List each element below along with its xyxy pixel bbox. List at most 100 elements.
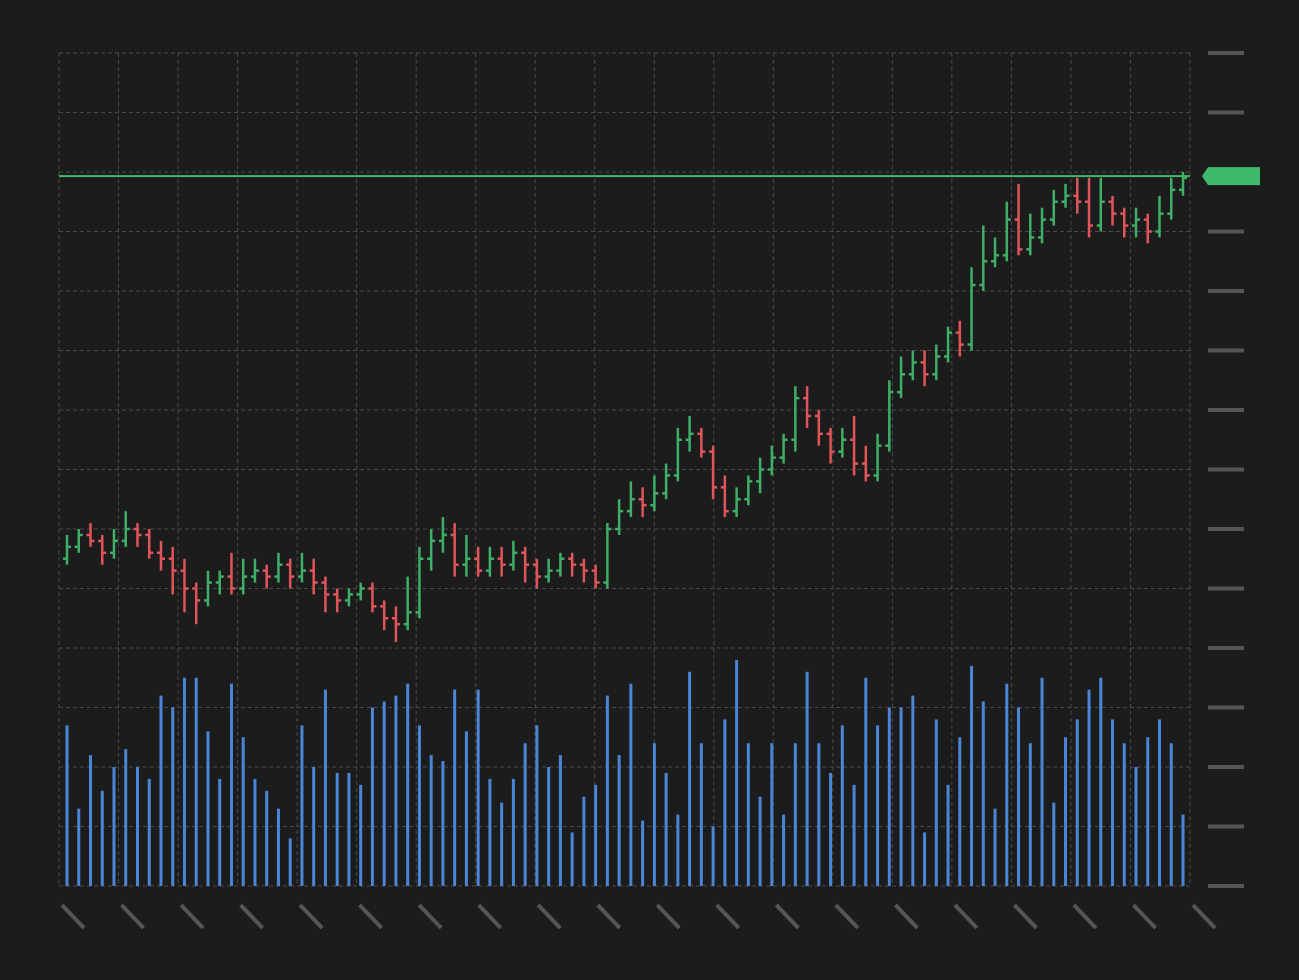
volume-bar — [641, 820, 645, 886]
volume-bar — [946, 784, 950, 886]
volume-bar — [582, 796, 586, 886]
volume-bar — [817, 743, 821, 886]
volume-bar — [1052, 802, 1056, 886]
volume-bar — [1158, 719, 1162, 886]
volume-bar — [970, 665, 974, 886]
volume-bar — [793, 743, 797, 886]
x-tick — [239, 903, 265, 930]
volume-bar — [829, 772, 833, 886]
volume-bar — [206, 731, 210, 886]
volume-bar — [194, 677, 198, 886]
volume-bar — [1075, 719, 1079, 886]
volume-bar — [406, 683, 410, 886]
volume-bar — [159, 695, 163, 886]
x-tick — [655, 903, 681, 930]
volume-bar — [758, 796, 762, 886]
volume-bar — [911, 695, 915, 886]
volume-bar — [1169, 743, 1173, 886]
x-tick — [298, 903, 324, 930]
volume-bar — [500, 802, 504, 886]
x-tick — [893, 903, 919, 930]
volume-bar — [699, 743, 703, 886]
volume-bar — [664, 772, 668, 886]
volume-bar — [288, 838, 292, 886]
volume-bar — [429, 755, 433, 886]
volume-bar — [300, 725, 304, 886]
volume-bar — [241, 737, 245, 886]
volume-bar — [887, 707, 891, 886]
volume-bar — [1146, 737, 1150, 886]
volume-bar — [676, 814, 680, 886]
x-tick — [834, 903, 860, 930]
volume-bar — [864, 677, 868, 886]
volume-bar — [1005, 683, 1009, 886]
volume-bar — [688, 671, 692, 886]
volume-bar — [218, 778, 222, 886]
x-tick — [1072, 903, 1098, 930]
volume-bar — [100, 790, 104, 886]
x-tick — [715, 903, 741, 930]
volume-bar — [488, 778, 492, 886]
x-tick — [417, 903, 443, 930]
volume-bar — [65, 725, 69, 886]
volume-bar — [1064, 737, 1068, 886]
volume-bar — [535, 725, 539, 886]
volume-bar — [1040, 677, 1044, 886]
volume-bar — [547, 767, 551, 886]
x-tick — [60, 903, 86, 930]
volume-bar — [441, 761, 445, 886]
volume-bar — [182, 677, 186, 886]
x-tick — [179, 903, 205, 930]
volume-bar — [464, 731, 468, 886]
volume-bar — [394, 695, 398, 886]
volume-bar — [1017, 707, 1021, 886]
x-tick — [1132, 903, 1157, 930]
volume-bar — [1111, 719, 1115, 886]
volume-bar — [171, 707, 175, 886]
volume-bar — [88, 755, 92, 886]
volume-bar — [711, 826, 715, 886]
volume-bar — [229, 683, 233, 886]
last-price-tag — [1202, 167, 1260, 186]
x-tick — [358, 903, 384, 930]
volume-bar — [453, 689, 457, 886]
volume-bar — [629, 683, 633, 886]
volume-bar — [958, 737, 962, 886]
volume-bar — [852, 784, 856, 886]
volume-bar — [1134, 767, 1138, 886]
volume-bar — [370, 707, 374, 886]
volume-bar — [723, 719, 727, 886]
volume-bar — [124, 749, 128, 886]
x-tick — [1012, 903, 1038, 930]
volume-bar — [511, 778, 515, 886]
x-tick — [1191, 903, 1217, 930]
volume-bar — [417, 725, 421, 886]
volume-bar — [805, 671, 809, 886]
x-tick — [596, 903, 622, 930]
volume-bar — [1087, 689, 1091, 886]
volume-bar — [382, 701, 386, 886]
volume-bar — [558, 755, 562, 886]
volume-bar — [570, 832, 574, 886]
volume-bar — [899, 707, 903, 886]
volume-bar — [253, 778, 257, 886]
volume-bar — [1099, 677, 1103, 886]
volume-bar — [934, 719, 938, 886]
volume-bar — [840, 725, 844, 886]
volume-bar — [923, 832, 927, 886]
volume-bar — [782, 814, 786, 886]
volume-bar — [617, 755, 621, 886]
x-tick — [536, 903, 562, 930]
volume-bar — [359, 784, 363, 886]
volume-bar — [265, 790, 269, 886]
volume-bar — [335, 772, 339, 886]
volume-bar — [77, 808, 81, 886]
volume-bar — [981, 701, 985, 886]
volume-bar — [112, 767, 116, 886]
volume-bar — [770, 743, 774, 886]
volume-bar — [1122, 743, 1126, 886]
volume-bar — [876, 725, 880, 886]
